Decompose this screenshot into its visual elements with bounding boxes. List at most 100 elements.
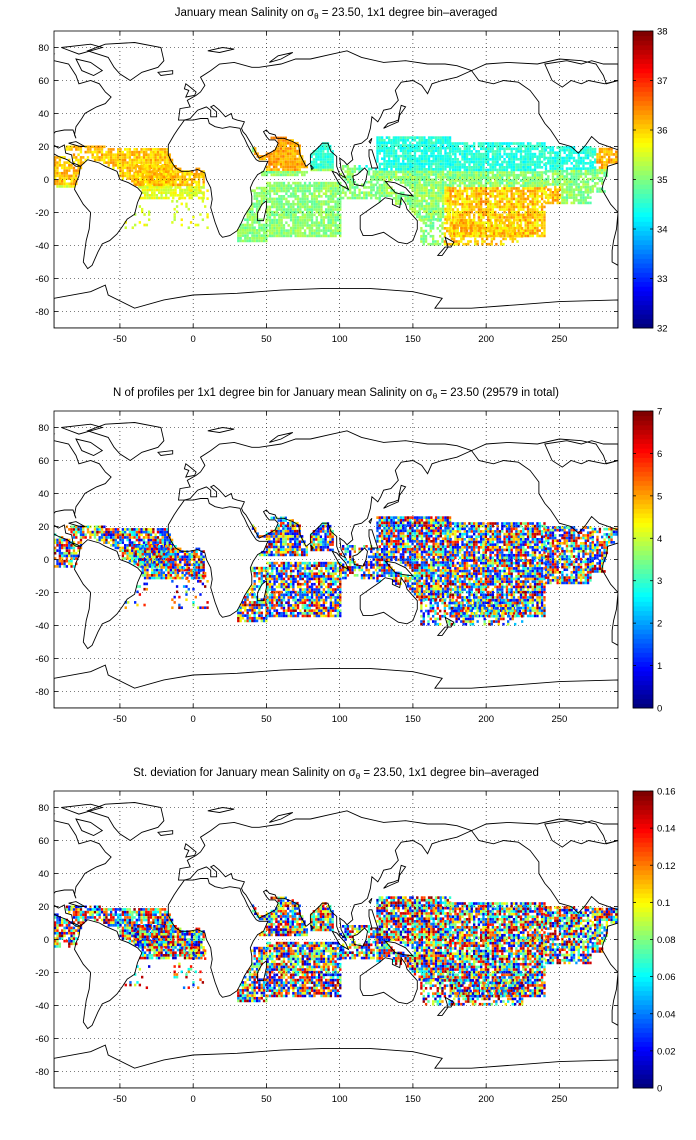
data-cell [441, 144, 445, 147]
data-cell [117, 148, 120, 151]
data-cell [172, 178, 175, 181]
data-cell [501, 155, 504, 159]
data-cell [512, 224, 516, 227]
data-cell [490, 224, 493, 228]
data-cell [423, 160, 426, 163]
y-tick-label: -40 [35, 241, 49, 252]
data-cell [282, 170, 285, 174]
data-cell [174, 172, 177, 176]
data-cell [349, 183, 352, 187]
data-cell [558, 196, 562, 199]
data-cell [519, 166, 523, 169]
data-cell [139, 165, 142, 168]
data-cell [517, 229, 520, 232]
data-cell [477, 192, 481, 196]
profile-count-map: N of profiles per 1x1 degree bin for Jan… [35, 387, 662, 725]
data-cell [439, 181, 442, 184]
data-cell [294, 157, 297, 161]
data-cell [133, 182, 136, 186]
data-cell [306, 213, 309, 217]
data-cell [413, 175, 417, 179]
grid-lines [54, 31, 618, 328]
data-cell [308, 229, 311, 232]
data-cell [160, 170, 163, 173]
data-cell [496, 192, 499, 196]
data-cell [449, 155, 452, 159]
data-cell [174, 170, 177, 173]
data-cell [294, 226, 297, 230]
data-cell [399, 144, 403, 147]
data-cell [385, 162, 389, 166]
data-cell [133, 161, 136, 164]
data-cell [524, 226, 527, 230]
data-cell [437, 194, 440, 198]
data-cell [454, 176, 457, 180]
data-cell [533, 152, 537, 156]
data-cell [174, 194, 177, 197]
data-cell [61, 166, 64, 170]
data-cell [416, 215, 419, 219]
data-cell [381, 149, 384, 153]
data-cell [529, 184, 532, 188]
data-cell [579, 188, 583, 192]
data-cell [568, 196, 571, 199]
data-cell [195, 191, 198, 195]
data-cell [563, 183, 566, 186]
data-cell [190, 196, 194, 200]
data-cell [496, 160, 499, 164]
data-cell [131, 177, 134, 180]
data-cell [397, 141, 400, 145]
data-cell [439, 229, 442, 233]
data-cell [522, 216, 525, 219]
data-cell [255, 236, 259, 240]
data-cell [543, 155, 546, 159]
data-cell [416, 186, 419, 190]
data-cell [310, 213, 314, 217]
data-cell [301, 197, 304, 201]
data-cell [349, 196, 352, 200]
data-cell [406, 199, 410, 203]
data-cell [549, 154, 552, 157]
data-cell [105, 150, 108, 154]
data-cell [487, 213, 490, 217]
data-cell [289, 160, 292, 164]
data-cell [558, 148, 562, 152]
data-cell [159, 179, 162, 183]
data-cell [524, 152, 527, 156]
data-cell [468, 234, 471, 238]
data-cell [561, 156, 564, 160]
data-cell [584, 148, 587, 152]
data-cell [265, 152, 269, 156]
data-cell [413, 212, 417, 216]
data-cell [358, 170, 361, 173]
data-cell [61, 559, 64, 563]
data-cell [260, 234, 263, 237]
data-cell [151, 188, 154, 192]
colorbar-segment [633, 151, 653, 157]
data-cell [268, 210, 272, 214]
data-cell [547, 169, 550, 173]
data-cell [522, 144, 525, 148]
data-cell [56, 559, 59, 563]
data-cell [313, 205, 316, 209]
data-cell [296, 170, 299, 174]
data-cell [538, 218, 541, 222]
data-cell [531, 152, 534, 156]
data-cell [291, 139, 294, 142]
data-cell [325, 200, 328, 203]
data-cell [468, 150, 471, 153]
data-cell [430, 138, 433, 142]
data-cell [430, 191, 433, 195]
data-cell [510, 155, 513, 159]
data-cell [65, 551, 69, 555]
data-cell [439, 234, 442, 238]
data-cell [430, 173, 433, 176]
data-cell [508, 226, 511, 230]
data-cell [473, 232, 476, 235]
data-cell [420, 189, 424, 192]
data-cell [107, 148, 110, 151]
data-cell [280, 218, 283, 222]
data-cell [510, 200, 513, 203]
data-cell [128, 166, 132, 170]
data-cell [470, 173, 473, 177]
